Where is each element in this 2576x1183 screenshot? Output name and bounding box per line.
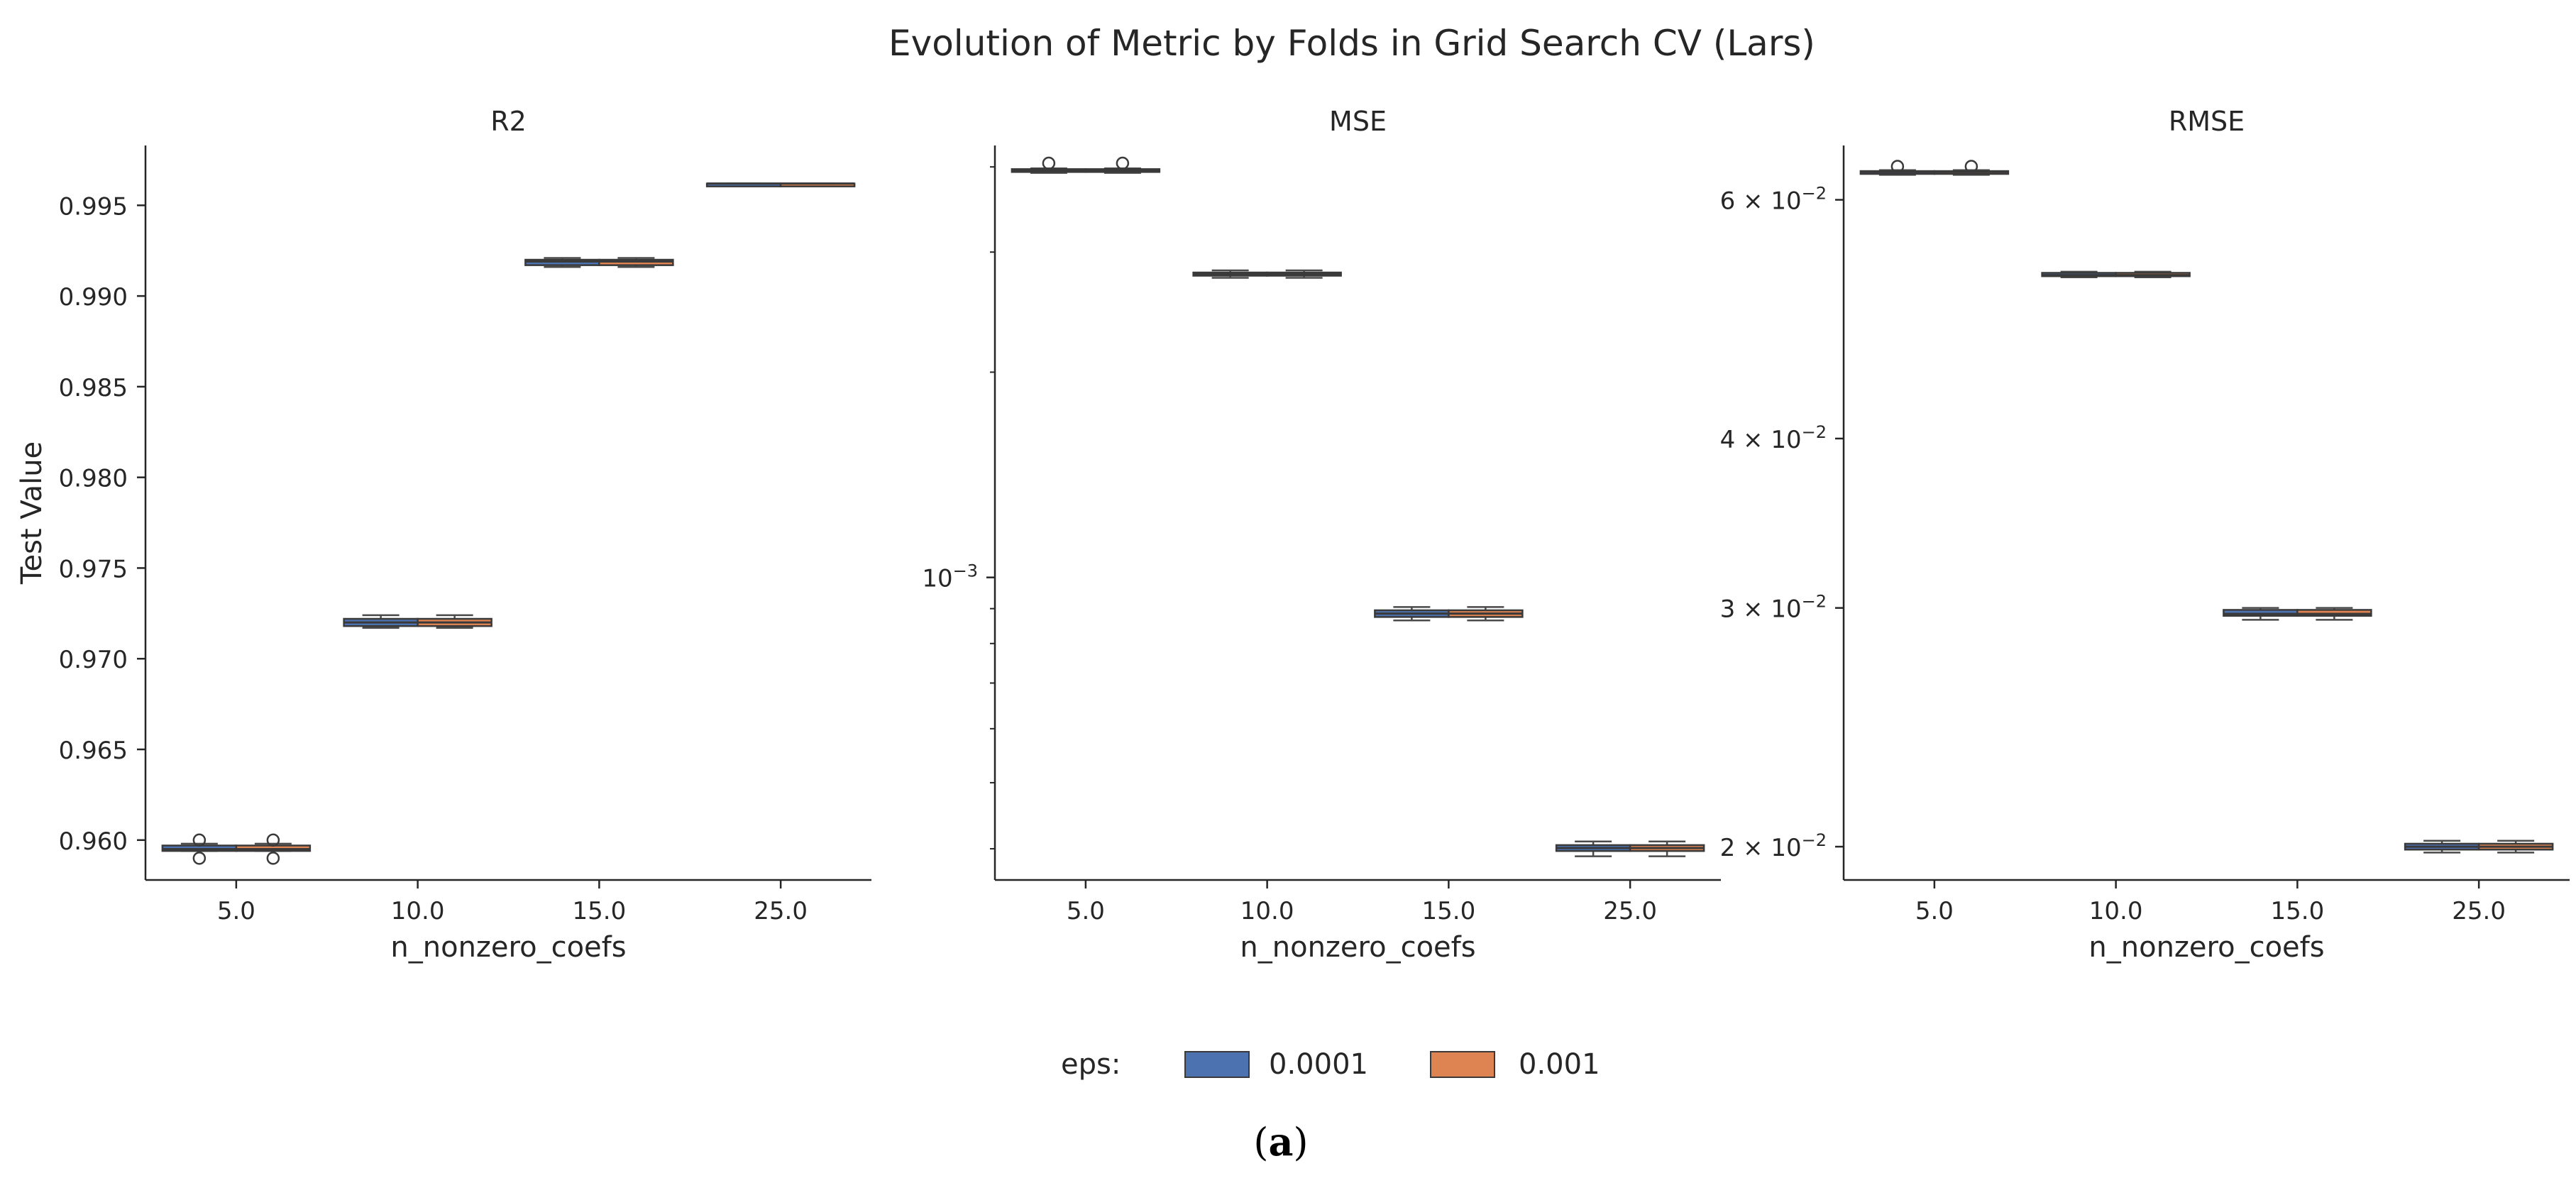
y-tick-label: 10−3 [922,561,978,593]
x-tick-label: 25.0 [2452,897,2506,925]
legend: eps: 0.0001 0.001 [1061,1048,1600,1081]
x-tick-label: 10.0 [1240,897,1294,925]
box-outlier [192,833,207,847]
caption-letter: a [1269,1119,1294,1165]
box-outlier [1890,160,1905,173]
x-tick-label: 15.0 [1422,897,1476,925]
y-tick-label: 0.960 [59,827,128,856]
x-tick-label: 10.0 [391,897,445,925]
r2-panel: R2 0.960 0.965 0.970 0.975 0.980 0.985 0.990 0.9… [16,106,871,964]
y-tick-label: 0.995 [59,192,128,221]
box-outlier [1042,156,1056,170]
x-tick-label: 25.0 [754,897,808,925]
y-tick-label-exponent: −2 [1802,830,1827,850]
figure-caption: (a) [1253,1119,1308,1165]
mse-panel: MSE 10−3 5.0 10.0 15.0 25.0 n_nonzero_coefs [922,106,1721,964]
x-tick-label: 15.0 [573,897,627,925]
legend-label-1: 0.001 [1519,1048,1600,1081]
y-tick-label-exponent: −3 [953,561,978,581]
x-tick-label: 5.0 [1067,897,1105,925]
box-outlier [1964,160,1978,173]
y-tick-label: 0.970 [59,646,128,674]
y-tick-label-exponent: −2 [1802,592,1827,612]
y-tick-label: 3 × 10−2 [1720,592,1827,624]
caption-close: ) [1294,1120,1309,1165]
y-tick-label: 0.975 [59,555,128,583]
y-tick-label: 0.990 [59,283,128,312]
box-outlier [1116,156,1130,170]
box-outlier [266,833,280,847]
rmse-panel: RMSE 2 × 10−2 3 × 10−2 4 × 10−2 6 × 10−2 5.0 1… [1720,106,2570,964]
x-tick-label: 25.0 [1603,897,1657,925]
legend-swatch-1 [1430,1051,1495,1078]
x-axis-label: n_nonzero_coefs [390,931,626,964]
x-axis-label: n_nonzero_coefs [2088,931,2324,964]
x-axis-label: n_nonzero_coefs [1240,931,1475,964]
y-tick-label: 2 × 10−2 [1720,830,1827,862]
panel-title: RMSE [2169,106,2245,137]
x-tick-label: 5.0 [217,897,255,925]
y-tick-label: 0.980 [59,465,128,493]
x-tick-label: 5.0 [1915,897,1954,925]
y-tick-label: 0.965 [59,737,128,765]
y-tick-label-exponent: −2 [1802,184,1827,204]
y-tick-label: 6 × 10−2 [1720,184,1827,216]
x-tick-label: 10.0 [2089,897,2143,925]
y-tick-label-exponent: −2 [1802,422,1827,442]
panel-title: R2 [490,106,527,137]
x-tick-label: 15.0 [2271,897,2325,925]
legend-swatch-0 [1184,1051,1250,1078]
y-tick-label: 0.985 [59,374,128,402]
panel-title: MSE [1329,106,1387,137]
caption-open: ( [1253,1120,1268,1165]
y-axis-label: Test Value [16,441,48,585]
figure-title: Evolution of Metric by Folds in Grid Sea… [888,23,1815,64]
box-outlier [192,852,207,865]
box-outlier [266,852,280,865]
legend-title: eps: [1061,1048,1121,1081]
legend-label-0: 0.0001 [1269,1048,1368,1081]
y-tick-label: 4 × 10−2 [1720,422,1827,454]
